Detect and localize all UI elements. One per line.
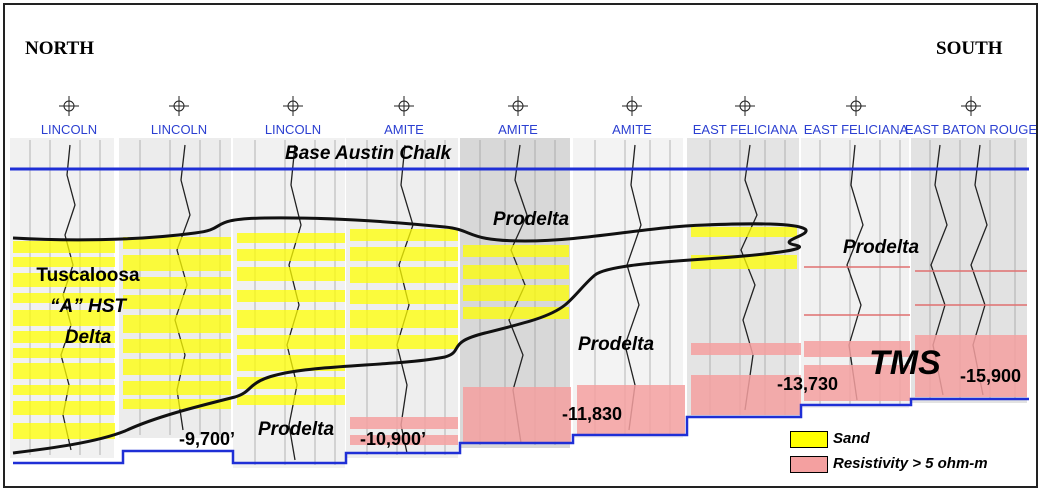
well-label: AMITE (384, 122, 424, 137)
well-location-symbol-icon (169, 96, 189, 116)
depth-label: -15,900 (960, 366, 1022, 386)
log-panel-8 (801, 138, 909, 408)
well-location-symbol-icon (735, 96, 755, 116)
well-location-symbol-icon (961, 96, 981, 116)
tuscaloosa-label-line: Delta (64, 327, 112, 348)
well-label: LINCOLN (264, 122, 322, 137)
prodelta-label: Prodelta (843, 237, 920, 258)
log-panel-7 (687, 138, 799, 418)
log-panel-3 (233, 138, 345, 468)
depth-label: -9,700’ (179, 429, 236, 449)
legend-resistivity-label: Resistivity > 5 ohm-m (833, 455, 988, 472)
cross-section-figure: NORTH SOUTH LINCOLN LINCOLN LINCOLN AMIT… (3, 3, 1038, 488)
tms-label: TMS (869, 344, 941, 382)
well-label: AMITE (498, 122, 538, 137)
well-location-symbol-icon (394, 96, 414, 116)
resistivity-zones (350, 335, 1027, 445)
well-location-symbol-icon (508, 96, 528, 116)
tuscaloosa-delta-label: Tuscaloosa “A” HST Delta (33, 260, 143, 353)
south-label: SOUTH (936, 38, 1003, 59)
well-label: EAST BATON ROUGE (904, 122, 1038, 137)
well-location-symbol-icon (283, 96, 303, 116)
north-label: NORTH (25, 38, 95, 59)
tuscaloosa-label-line: “A” HST (50, 296, 126, 317)
base-austin-chalk-label: Base Austin Chalk (285, 143, 452, 164)
delta-boundary-outline (12, 216, 808, 455)
resistivity-thin-lines (804, 266, 1027, 316)
well-label: AMITE (612, 122, 652, 137)
depth-label: -10,900’ (360, 429, 427, 449)
sand-beds (13, 227, 797, 439)
prodelta-label: Prodelta (258, 419, 335, 440)
legend-sand-swatch (790, 431, 828, 448)
prodelta-label: Prodelta (493, 209, 570, 230)
well-label: EAST FELICIANA (692, 122, 798, 137)
tms-base-line (13, 397, 1029, 465)
well-label: LINCOLN (150, 122, 208, 137)
well-label: LINCOLN (40, 122, 98, 137)
legend-sand-label: Sand (833, 430, 870, 447)
cross-section-canvas (10, 138, 1029, 468)
tuscaloosa-label-line: Tuscaloosa (36, 265, 140, 286)
legend-resistivity-swatch (790, 456, 828, 473)
depth-label: -13,730 (777, 374, 839, 394)
prodelta-label: Prodelta (578, 334, 655, 355)
well-location-symbol-icon (59, 96, 79, 116)
depth-label: -11,830 (562, 404, 623, 424)
well-label: EAST FELICIANA (803, 122, 909, 137)
well-location-symbol-icon (846, 96, 866, 116)
well-location-symbol-icon (622, 96, 642, 116)
